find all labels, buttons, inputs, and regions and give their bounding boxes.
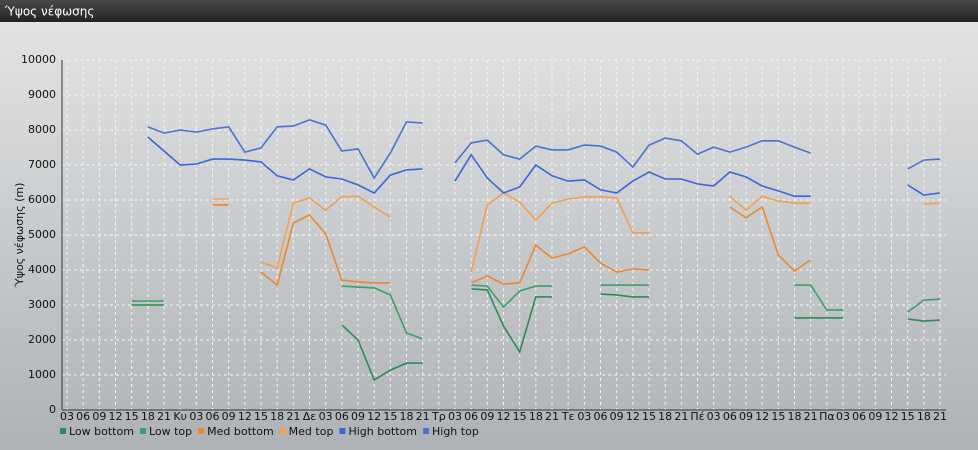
legend-swatch [139, 428, 146, 434]
x-tick-label: 21 [933, 410, 947, 423]
x-tick-label: Πέ [690, 410, 704, 423]
x-tick-label: 12 [367, 410, 381, 423]
x-tick-label: 03 [448, 410, 462, 423]
x-tick-label: Τρ [431, 410, 446, 423]
x-tick-label: 06 [206, 410, 220, 423]
x-tick-label: 09 [610, 410, 624, 423]
x-tick-label: 03 [319, 410, 333, 423]
legend-swatch [198, 428, 205, 434]
series-line [131, 284, 941, 340]
x-tick-label: 21 [674, 410, 688, 423]
y-tick-label: 4000 [28, 263, 56, 276]
x-tick-label: 06 [723, 410, 737, 423]
legend-swatch [339, 428, 346, 434]
y-tick-label: 3000 [28, 298, 56, 311]
x-tick-label: 15 [642, 410, 656, 423]
x-tick-label: 15 [383, 410, 397, 423]
y-tick-label: 0 [49, 403, 56, 416]
x-tick-label: 12 [755, 410, 769, 423]
y-tick-label: 6000 [28, 193, 56, 206]
series-line [131, 288, 941, 382]
x-tick-label: 18 [788, 410, 802, 423]
x-tick-label: 03 [707, 410, 721, 423]
x-tick-label: 21 [416, 410, 430, 423]
legend-label: Low bottom [69, 425, 134, 438]
x-tick-label: Δε [303, 410, 317, 423]
x-tick-label: 09 [480, 410, 494, 423]
x-tick-label: 18 [529, 410, 543, 423]
x-tick-label: 03 [836, 410, 850, 423]
x-tick-label: 15 [901, 410, 915, 423]
legend-label: Med top [289, 425, 334, 438]
x-tick-label: 03 [60, 410, 74, 423]
x-tick-label: 03 [189, 410, 203, 423]
legend-label: High top [432, 425, 479, 438]
x-tick-label: 21 [286, 410, 300, 423]
x-tick-label: 18 [400, 410, 414, 423]
legend-label: Med bottom [207, 425, 274, 438]
legend-swatch [279, 428, 286, 434]
y-tick-label: 9000 [28, 88, 56, 101]
x-tick-label: Κυ [173, 410, 187, 423]
x-tick-label: 18 [270, 410, 284, 423]
x-tick-label: 12 [238, 410, 252, 423]
x-tick-label: 12 [109, 410, 123, 423]
x-tick-label: 18 [917, 410, 931, 423]
series-line [147, 136, 941, 197]
x-tick-label: 21 [157, 410, 171, 423]
y-tick-label: 2000 [28, 333, 56, 346]
y-tick-label: 10000 [21, 53, 56, 66]
x-tick-label: 18 [658, 410, 672, 423]
x-tick-label: 09 [222, 410, 236, 423]
y-tick-label: 1000 [28, 368, 56, 381]
x-tick-label: 09 [868, 410, 882, 423]
series-line [212, 192, 941, 273]
x-tick-label: 15 [513, 410, 527, 423]
y-tick-label: 8000 [28, 123, 56, 136]
x-tick-label: 21 [545, 410, 559, 423]
legend-label: Low top [149, 425, 192, 438]
legend-swatch [423, 428, 429, 434]
y-tick-label: 7000 [28, 158, 56, 171]
y-axis-label: Ύψος νέφωσης (m) [13, 183, 26, 289]
x-tick-label: 21 [804, 410, 818, 423]
x-tick-label: 06 [852, 410, 866, 423]
window-title: Ύψος νέφωσης [4, 5, 94, 19]
x-tick-label: 09 [351, 410, 365, 423]
y-tick-label: 5000 [28, 228, 56, 241]
x-tick-label: 15 [125, 410, 139, 423]
x-tick-label: 12 [885, 410, 899, 423]
x-tick-label: 06 [594, 410, 608, 423]
x-tick-label: 18 [141, 410, 155, 423]
x-tick-label: 09 [92, 410, 106, 423]
x-tick-label: Τε [561, 410, 575, 423]
x-tick-label: 15 [771, 410, 785, 423]
x-tick-label: Πα [819, 410, 835, 423]
legend-label: High bottom [348, 425, 417, 438]
legend-swatch [60, 428, 66, 434]
x-tick-label: 09 [739, 410, 753, 423]
x-tick-label: 15 [254, 410, 268, 423]
x-tick-label: 12 [626, 410, 640, 423]
x-tick-label: 12 [497, 410, 511, 423]
x-tick-label: 06 [76, 410, 90, 423]
series-line [212, 204, 812, 287]
series-line [147, 119, 941, 180]
x-tick-label: 03 [577, 410, 591, 423]
x-tick-label: 06 [464, 410, 478, 423]
x-tick-label: 06 [335, 410, 349, 423]
header [0, 0, 978, 22]
